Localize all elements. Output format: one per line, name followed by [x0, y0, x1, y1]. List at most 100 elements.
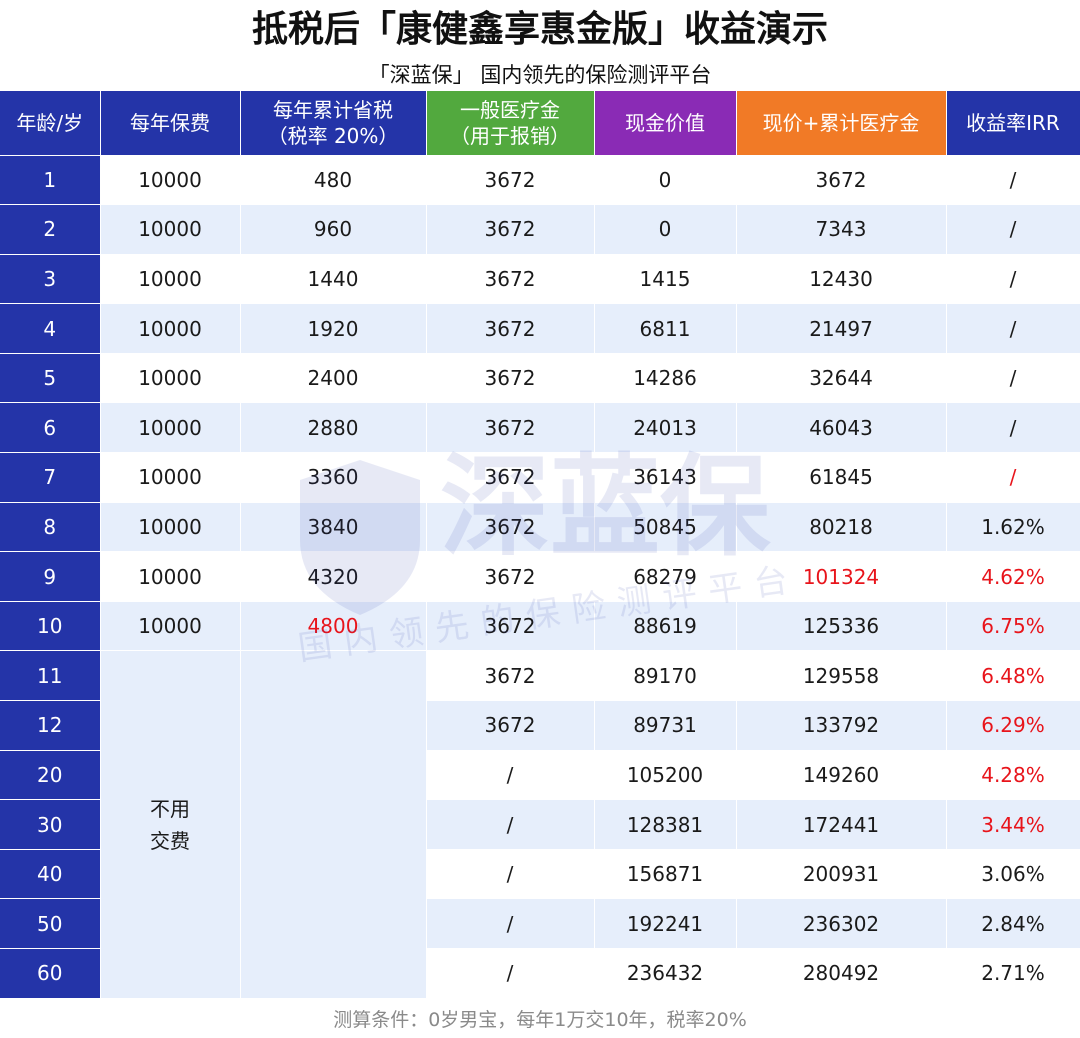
footnote: 测算条件：0岁男宝，每年1万交10年，税率20% [333, 1009, 747, 1031]
cell-cash-plus-medical: 125336 [736, 601, 947, 652]
cell-cash-value: 24013 [594, 402, 737, 454]
no-fee-line2: 交费 [150, 828, 190, 853]
cell-cash-value: 6811 [594, 303, 737, 354]
cell-age: 40 [0, 849, 101, 900]
cell-medical: 3672 [426, 303, 595, 354]
cell-tax-saved: 4320 [240, 551, 427, 602]
header-tax-saved: 每年累计省税 （税率 20%） [240, 91, 427, 156]
cell-age: 2 [0, 204, 101, 255]
cell-cash-plus-medical: 46043 [736, 402, 947, 454]
header-cash-plus-medical: 现价+累计医疗金 [736, 91, 947, 156]
cell-irr: 2.71% [946, 948, 1080, 999]
cell-premium: 10000 [100, 551, 241, 602]
cell-cash-plus-medical: 21497 [736, 303, 947, 354]
cell-tax-saved: 2400 [240, 353, 427, 404]
cell-cash-value: 128381 [594, 799, 737, 850]
header-medical-line2: （用于报销） [450, 123, 570, 148]
cell-premium: 10000 [100, 254, 241, 305]
cell-medical: 3672 [426, 601, 595, 652]
cell-medical: 3672 [426, 353, 595, 404]
cell-age: 10 [0, 601, 101, 652]
cell-irr: 6.75% [946, 601, 1080, 652]
cell-irr: 3.06% [946, 849, 1080, 900]
table-body: 1 10000 480 3672 0 3672/2 10000 960 3672 0 7343/3 1… [0, 155, 1080, 999]
cell-premium: 10000 [100, 452, 241, 503]
header-irr: 收益率IRR [946, 91, 1080, 156]
cell-age: 7 [0, 452, 101, 503]
cell-tax-saved: 3360 [240, 452, 427, 503]
cell-tax-saved: 2880 [240, 402, 427, 454]
cell-irr: / [946, 303, 1080, 354]
no-fee-cell: 不用 交费 [100, 650, 241, 999]
cell-medical: 3672 [426, 502, 595, 553]
cell-cash-plus-medical: 129558 [736, 650, 947, 702]
cell-cash-plus-medical: 149260 [736, 750, 947, 801]
header-medical-line1: 一般医疗金 [460, 97, 560, 122]
cell-medical: 3672 [426, 254, 595, 305]
cell-cash-plus-medical: 61845 [736, 452, 947, 503]
header-premium: 每年保费 [100, 91, 241, 156]
cell-cash-plus-medical: 12430 [736, 254, 947, 305]
cell-medical: / [426, 750, 595, 801]
cell-premium: 10000 [100, 155, 241, 206]
cell-age: 4 [0, 303, 101, 354]
cell-medical: 3672 [426, 402, 595, 454]
cell-cash-value: 156871 [594, 849, 737, 900]
cell-medical: 3672 [426, 452, 595, 503]
cell-medical: / [426, 898, 595, 949]
cell-irr: / [946, 155, 1080, 206]
cell-medical: 3672 [426, 155, 595, 206]
table-row: 50 /192241 236302 2.84% [0, 898, 1080, 949]
cell-medical: 3672 [426, 204, 595, 255]
table-row: 10 10000 4800 3672 88619 125336 6.75% [0, 601, 1080, 652]
cell-age: 11 [0, 650, 101, 702]
header-tax-line1: 每年累计省税 [273, 97, 393, 122]
cell-tax-saved: 4800 [240, 601, 427, 652]
cell-premium: 10000 [100, 402, 241, 454]
cell-cash-value: 36143 [594, 452, 737, 503]
cell-cash-value: 89731 [594, 700, 737, 751]
cell-premium: 10000 [100, 601, 241, 652]
cell-cash-plus-medical: 101324 [736, 551, 947, 602]
cell-cash-value: 68279 [594, 551, 737, 602]
table-row: 40 /156871 200931 3.06% [0, 849, 1080, 900]
table-row: 7 10000 3360 3672 36143 61845/ [0, 452, 1080, 503]
cell-medical: 3672 [426, 650, 595, 702]
table-row: 6 10000 2880 3672 24013 46043/ [0, 402, 1080, 454]
cell-medical: 3672 [426, 700, 595, 751]
cell-tax-saved: 1920 [240, 303, 427, 354]
cell-cash-value: 1415 [594, 254, 737, 305]
cell-cash-value: 0 [594, 155, 737, 206]
cell-irr: / [946, 254, 1080, 305]
cell-cash-value: 105200 [594, 750, 737, 801]
cell-tax-saved: 3840 [240, 502, 427, 553]
cell-cash-value: 0 [594, 204, 737, 255]
cell-irr: 3.44% [946, 799, 1080, 850]
cell-irr: 1.62% [946, 502, 1080, 553]
cell-medical: / [426, 799, 595, 850]
cell-irr: / [946, 452, 1080, 503]
cell-irr: 6.48% [946, 650, 1080, 702]
cell-premium: 10000 [100, 303, 241, 354]
cell-age: 50 [0, 898, 101, 949]
benefit-table: 年龄/岁 每年保费 每年累计省税 （税率 20%） 一般医疗金 （用于报销） 现… [0, 91, 1080, 999]
table-row: 2 10000 960 3672 0 7343/ [0, 204, 1080, 255]
cell-age: 60 [0, 948, 101, 999]
cell-cash-plus-medical: 7343 [736, 204, 947, 255]
table-row: 30 /128381 172441 3.44% [0, 799, 1080, 850]
table-row: 4 10000 1920 3672 6811 21497/ [0, 303, 1080, 354]
no-fee-tax-cell [240, 650, 427, 999]
cell-cash-plus-medical: 200931 [736, 849, 947, 900]
table-row: 8 10000 3840 3672 50845 80218 1.62% [0, 502, 1080, 553]
cell-cash-value: 88619 [594, 601, 737, 652]
cell-age: 30 [0, 799, 101, 850]
cell-age: 3 [0, 254, 101, 305]
cell-age: 1 [0, 155, 101, 206]
table-row: 20 /105200 149260 4.28% [0, 750, 1080, 801]
page-title: 抵税后「康健鑫享惠金版」收益演示 [251, 9, 828, 50]
cell-cash-value: 236432 [594, 948, 737, 999]
cell-medical: / [426, 849, 595, 900]
table-row: 12 3672 89731 133792 6.29% [0, 700, 1080, 751]
cell-irr: / [946, 402, 1080, 454]
cell-irr: 4.28% [946, 750, 1080, 801]
